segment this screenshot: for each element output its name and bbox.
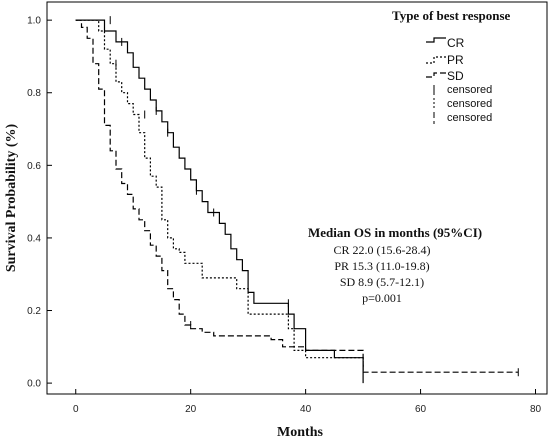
y-axis-ticks: 0.0 0.2 0.4 0.6 0.8 1.0 — [27, 16, 52, 390]
legend-title: Type of best response — [392, 8, 511, 23]
y-tick-label: 0.0 — [27, 379, 41, 390]
y-tick-label: 1.0 — [27, 16, 41, 27]
annotation-title: Median OS in months (95%CI) — [308, 225, 482, 240]
series-line-sd — [75, 19, 519, 373]
y-tick-label: 0.4 — [27, 233, 41, 244]
x-tick-label: 20 — [185, 404, 197, 415]
legend-line-pr — [426, 56, 446, 64]
x-tick-label: 60 — [415, 404, 427, 415]
legend-censor-label-pr: censored — [447, 98, 492, 110]
x-tick-label: 80 — [530, 404, 542, 415]
x-axis-ticks: 0 20 40 60 80 — [73, 389, 542, 415]
series-line-cr — [75, 19, 364, 384]
x-tick-label: 0 — [73, 404, 79, 415]
y-tick-label: 0.8 — [27, 88, 41, 99]
plot-frame — [46, 1, 548, 395]
x-axis-title: Months — [277, 425, 323, 440]
legend-label-cr: CR — [447, 36, 465, 50]
annotation-line-pr: PR 15.3 (11.0-19.8) — [334, 259, 429, 273]
legend-line-sd — [426, 72, 446, 78]
legend-censor-label-sd: censored — [447, 112, 492, 124]
series-line-pr — [75, 19, 364, 373]
survival-curves — [75, 16, 519, 384]
legend-label-pr: PR — [447, 53, 464, 67]
annotation-pvalue: p=0.001 — [362, 291, 402, 305]
y-axis-title: Survival Probability (%) — [4, 124, 19, 273]
legend-label-sd: SD — [447, 69, 464, 83]
legend: Type of best response CR PR SD censored … — [392, 8, 511, 124]
median-os-annotation: Median OS in months (95%CI) CR 22.0 (15.… — [308, 225, 482, 305]
y-tick-label: 0.2 — [27, 306, 41, 317]
annotation-line-cr: CR 22.0 (15.6-28.4) — [334, 243, 431, 257]
x-tick-label: 40 — [300, 404, 312, 415]
legend-censor-label-cr: censored — [447, 84, 492, 96]
legend-line-cr — [426, 37, 446, 43]
y-tick-label: 0.6 — [27, 161, 41, 172]
annotation-line-sd: SD 8.9 (5.7-12.1) — [340, 275, 424, 289]
